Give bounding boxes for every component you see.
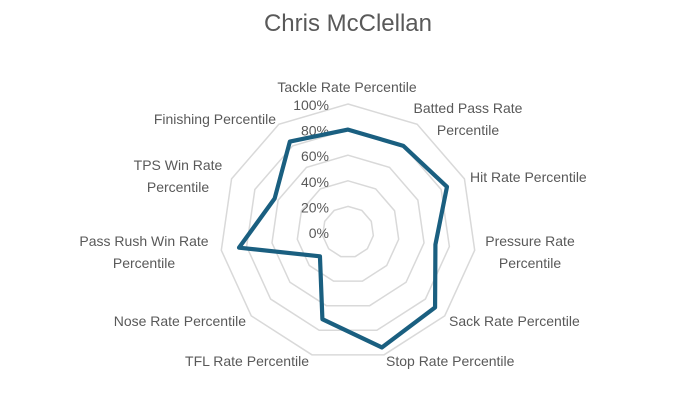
tick-label: 60% xyxy=(301,148,329,164)
tick-label: 0% xyxy=(309,225,329,241)
category-label: Batted Pass Rate Percentile xyxy=(414,100,523,138)
category-label: Finishing Percentile xyxy=(154,111,276,127)
category-label: Pressure Rate Percentile xyxy=(485,233,575,271)
tick-label: 100% xyxy=(293,97,329,113)
category-label: Nose Rate Percentile xyxy=(114,313,247,329)
category-label: Sack Rate Percentile xyxy=(449,313,580,329)
category-label: Stop Rate Percentile xyxy=(386,353,515,369)
category-label: TFL Rate Percentile xyxy=(185,353,309,369)
category-labels: Tackle Rate Percentile Batted Pass Rate Pe… xyxy=(79,79,587,369)
tick-label: 20% xyxy=(301,199,329,215)
category-label: TPS Win Rate Percentile xyxy=(134,157,223,195)
gridline-ring xyxy=(296,180,400,282)
radial-axis-tick-labels: 0%20%40%60%80%100% xyxy=(293,97,329,241)
category-label: Pass Rush Win Rate Percentile xyxy=(79,233,208,271)
category-label: Tackle Rate Percentile xyxy=(277,79,417,95)
chart-title: Chris McClellan xyxy=(264,10,432,37)
series-line xyxy=(236,127,450,350)
category-label: Hit Rate Percentile xyxy=(470,169,587,185)
gridline-ring xyxy=(321,205,375,258)
data-series xyxy=(236,127,450,350)
tick-label: 40% xyxy=(301,174,329,190)
gridline-ring xyxy=(271,154,425,307)
gridline-ring xyxy=(220,103,476,356)
